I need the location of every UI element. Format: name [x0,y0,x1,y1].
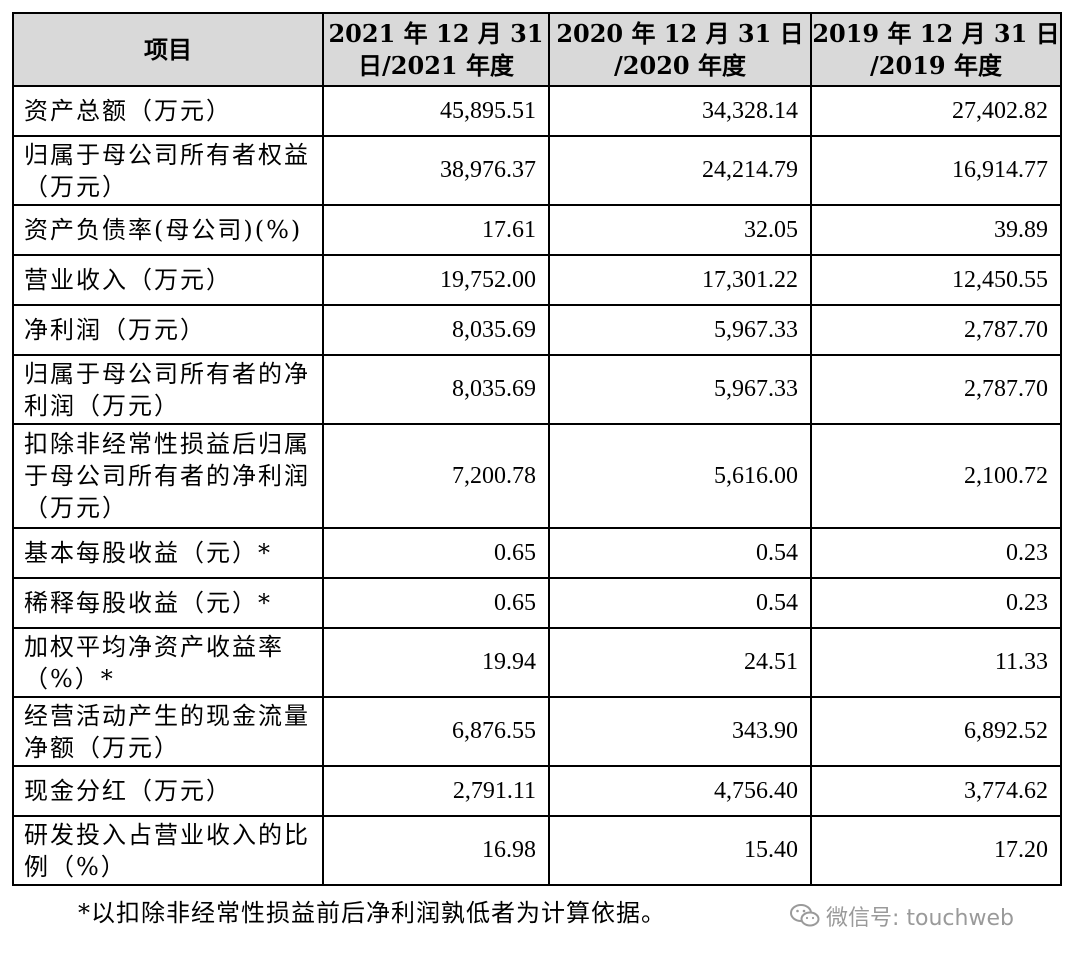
value-2019: 2,787.70 [810,304,1062,356]
value-2020: 34,328.14 [548,85,812,137]
value-2020: 5,967.33 [548,304,812,356]
header-row: 项目 2021 年 12 月 31 日/2021 年度 2020 年 12 月 … [12,12,1062,87]
header-2019-line1: 2019 年 12 月 31 日 [812,18,1060,48]
value-2021: 17.61 [322,204,550,256]
value-2021: 45,895.51 [322,85,550,137]
row-label: 基本每股收益（元）* [12,527,324,579]
value-2019: 39.89 [810,204,1062,256]
table-row: 扣除非经常性损益后归属于母公司所有者的净利润（万元） 7,200.78 5,61… [12,423,1062,529]
watermark-text: 微信号: touchweb [826,906,1014,931]
header-2021: 2021 年 12 月 31 日/2021 年度 [322,12,550,87]
table-row: 基本每股收益（元）* 0.65 0.54 0.23 [12,527,1062,579]
value-2019: 16,914.77 [810,135,1062,206]
header-2020: 2020 年 12 月 31 日 /2020 年度 [548,12,812,87]
value-2020: 0.54 [548,527,812,579]
row-label: 资产负债率(母公司)(%) [12,204,324,256]
value-2019: 27,402.82 [810,85,1062,137]
value-2020: 343.90 [548,696,812,767]
table-row: 经营活动产生的现金流量净额（万元） 6,876.55 343.90 6,892.… [12,696,1062,767]
value-2020: 24,214.79 [548,135,812,206]
row-label: 营业收入（万元） [12,254,324,306]
value-2020: 17,301.22 [548,254,812,306]
wechat-icon [790,903,820,929]
value-2019: 11.33 [810,627,1062,698]
row-label: 稀释每股收益（元）* [12,577,324,629]
footnote: *以扣除非经常性损益前后净利润孰低者为计算依据。 [78,899,666,927]
table-row: 现金分红（万元） 2,791.11 4,756.40 3,774.62 [12,765,1062,817]
row-label: 研发投入占营业收入的比例（%） [12,815,324,886]
value-2021: 8,035.69 [322,354,550,425]
watermark: 微信号: touchweb [790,900,1014,932]
value-2019: 3,774.62 [810,765,1062,817]
table-row: 资产负债率(母公司)(%) 17.61 32.05 39.89 [12,204,1062,256]
value-2021: 19.94 [322,627,550,698]
table-row: 净利润（万元） 8,035.69 5,967.33 2,787.70 [12,304,1062,356]
row-label: 加权平均净资产收益率（%）* [12,627,324,698]
value-2021: 0.65 [322,527,550,579]
value-2020: 32.05 [548,204,812,256]
value-2019: 6,892.52 [810,696,1062,767]
table-row: 稀释每股收益（元）* 0.65 0.54 0.23 [12,577,1062,629]
value-2021: 0.65 [322,577,550,629]
value-2021: 6,876.55 [322,696,550,767]
row-label: 资产总额（万元） [12,85,324,137]
value-2021: 19,752.00 [322,254,550,306]
header-2021-line1: 2021 年 12 月 31 [328,18,544,48]
value-2020: 15.40 [548,815,812,886]
header-2019: 2019 年 12 月 31 日 /2019 年度 [810,12,1062,87]
header-item: 项目 [12,12,324,87]
value-2020: 5,967.33 [548,354,812,425]
row-label: 经营活动产生的现金流量净额（万元） [12,696,324,767]
value-2021: 38,976.37 [322,135,550,206]
value-2021: 2,791.11 [322,765,550,817]
header-2019-line2: /2019 年度 [870,50,1002,80]
value-2020: 24.51 [548,627,812,698]
value-2019: 17.20 [810,815,1062,886]
header-2020-line1: 2020 年 12 月 31 日 [556,18,804,48]
row-label: 现金分红（万元） [12,765,324,817]
financial-summary-table: 项目 2021 年 12 月 31 日/2021 年度 2020 年 12 月 … [12,12,1062,886]
row-label: 净利润（万元） [12,304,324,356]
value-2021: 16.98 [322,815,550,886]
header-2020-line2: /2020 年度 [614,50,746,80]
value-2019: 2,100.72 [810,423,1062,529]
row-label: 归属于母公司所有者权益（万元） [12,135,324,206]
value-2019: 0.23 [810,527,1062,579]
value-2021: 8,035.69 [322,304,550,356]
header-2021-line2: 日/2021 年度 [358,50,514,80]
value-2019: 12,450.55 [810,254,1062,306]
table-row: 研发投入占营业收入的比例（%） 16.98 15.40 17.20 [12,815,1062,886]
table-row: 归属于母公司所有者的净利润（万元） 8,035.69 5,967.33 2,78… [12,354,1062,425]
table-row: 资产总额（万元） 45,895.51 34,328.14 27,402.82 [12,85,1062,137]
value-2020: 5,616.00 [548,423,812,529]
table-row: 归属于母公司所有者权益（万元） 38,976.37 24,214.79 16,9… [12,135,1062,206]
table-row: 加权平均净资产收益率（%）* 19.94 24.51 11.33 [12,627,1062,698]
row-label: 归属于母公司所有者的净利润（万元） [12,354,324,425]
table-row: 营业收入（万元） 19,752.00 17,301.22 12,450.55 [12,254,1062,306]
value-2020: 4,756.40 [548,765,812,817]
row-label: 扣除非经常性损益后归属于母公司所有者的净利润（万元） [12,423,324,529]
value-2019: 0.23 [810,577,1062,629]
value-2020: 0.54 [548,577,812,629]
value-2019: 2,787.70 [810,354,1062,425]
value-2021: 7,200.78 [322,423,550,529]
